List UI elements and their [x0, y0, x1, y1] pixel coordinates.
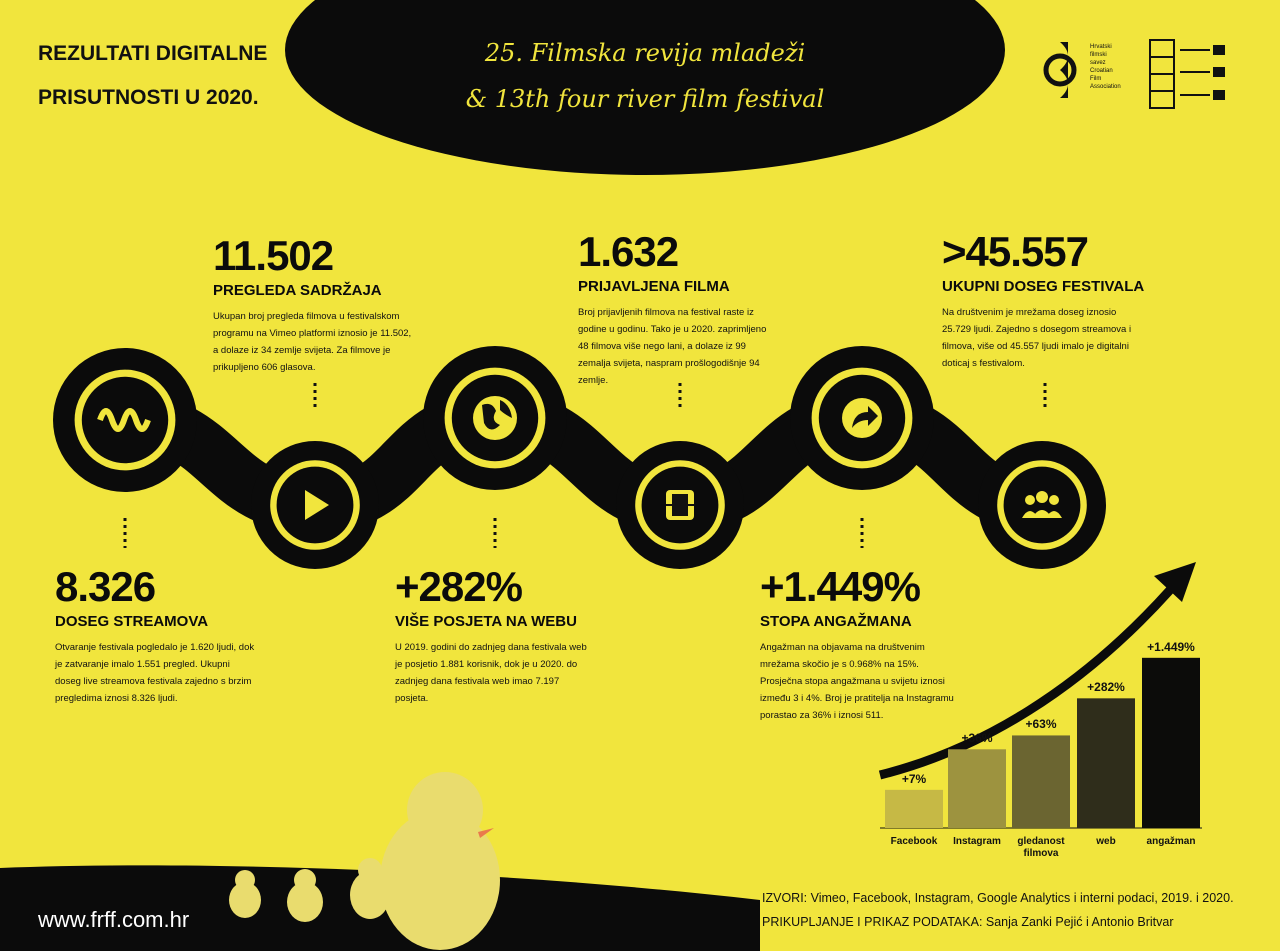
stat-text: Na društvenim je mrežama doseg iznosio 2…	[942, 307, 1132, 369]
source-line: PRIKUPLJANJE I PRIKAZ PODATAKA: Sanja Za…	[762, 915, 1174, 929]
bar	[885, 789, 943, 828]
bar	[1012, 735, 1070, 828]
stat-label: STOPA ANGAŽMANA	[760, 613, 912, 630]
bar-chart	[885, 657, 1200, 828]
bar-value-label: +1.449%	[1147, 639, 1195, 654]
category-label: gledanost filmova	[1017, 836, 1065, 859]
bar-value-label: +7%	[901, 771, 927, 786]
category-label: Facebook	[890, 836, 938, 847]
stat-number: 11.502	[213, 232, 334, 279]
festival-line: & 13th four river film festival	[465, 85, 825, 113]
footer-url: www.frff.com.hr	[38, 907, 190, 932]
stat-number: >45.557	[942, 228, 1089, 275]
stat-label: VIŠE POSJETA NA WEBU	[395, 613, 577, 630]
stat-text: Ukupan broj pregleda filmova u festivals…	[213, 311, 412, 373]
bar	[1077, 698, 1135, 828]
growth-arrowhead	[1154, 562, 1196, 602]
title-line: REZULTATI DIGITALNE	[38, 42, 268, 65]
logo-text: savez	[1090, 60, 1106, 66]
festival-line: 25. Filmska revija mladeži	[484, 39, 806, 67]
stat-number: 8.326	[55, 563, 156, 610]
stat-number: 1.632	[578, 228, 679, 275]
logo-hfs	[1043, 42, 1077, 98]
bar-value-label: +282%	[1087, 680, 1125, 695]
category-label: web	[1096, 836, 1116, 847]
stat-number: +282%	[395, 563, 523, 610]
logo-text: Association	[1090, 84, 1121, 90]
logo-text: Film	[1090, 76, 1102, 82]
stat-text: Otvaranje festivala pogledalo je 1.620 l…	[55, 642, 255, 704]
header-ellipse	[285, 0, 1005, 175]
logo-text: filmski	[1090, 52, 1107, 58]
stat-label: DOSEG STREAMOVA	[55, 613, 209, 630]
ducks	[229, 772, 500, 950]
growth-arrow	[878, 586, 1174, 780]
dots	[123, 383, 1047, 548]
stat-label: PRIJAVLJENA FILMA	[578, 278, 730, 295]
ring-inner	[1003, 466, 1081, 544]
category-label: Instagram	[953, 836, 1001, 847]
icons	[97, 396, 1062, 520]
bar-value-label: +63%	[1025, 717, 1057, 732]
stat-number: +1.449%	[760, 563, 921, 610]
source-line: IZVORI: Vimeo, Facebook, Instagram, Goog…	[762, 891, 1234, 905]
logo-text: Hrvatski	[1090, 44, 1112, 50]
bar	[948, 749, 1006, 828]
logo-kkk	[1149, 39, 1225, 109]
bar-value-label: +36%	[961, 731, 993, 746]
stat-text: Angažman na objavama na društvenim mreža…	[760, 642, 954, 721]
stat-text: U 2019. godini do zadnjeg dana festivala…	[395, 642, 587, 704]
category-label: angažman	[1146, 836, 1196, 847]
bar	[1142, 657, 1200, 828]
stat-label: PREGLEDA SADRŽAJA	[213, 282, 382, 299]
stat-label: UKUPNI DOSEG FESTIVALA	[942, 278, 1145, 295]
logo-text: Croatian	[1090, 68, 1113, 74]
stat-text: Broj prijavljenih filmova na festival ra…	[578, 307, 767, 386]
title-line: PRISUTNOSTI U 2020.	[38, 86, 259, 109]
